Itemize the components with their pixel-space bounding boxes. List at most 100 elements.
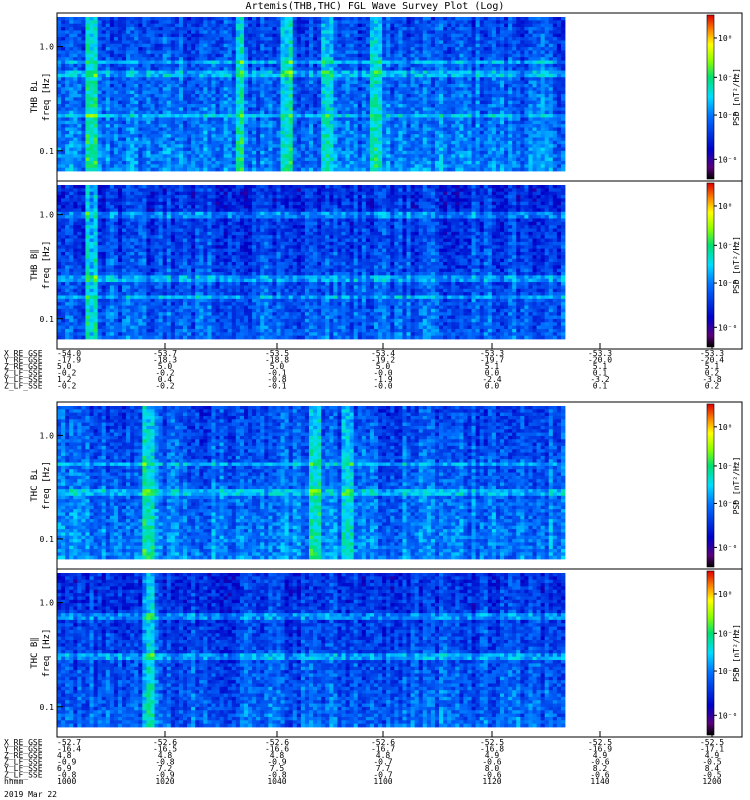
heatmap-cell [130, 131, 134, 135]
heatmap-cell [455, 84, 459, 88]
heatmap-cell [199, 44, 203, 48]
heatmap-cell [228, 148, 232, 152]
heatmap-cell [321, 77, 325, 81]
heatmap-cell [65, 121, 69, 125]
heatmap-cell [557, 121, 561, 125]
heatmap-cell [378, 54, 382, 58]
heatmap-cell [130, 104, 134, 108]
heatmap-cell [374, 144, 378, 148]
heatmap-cell [94, 107, 98, 111]
heatmap-cell [293, 40, 297, 44]
heatmap-cell [366, 117, 370, 121]
heatmap-cell [398, 101, 402, 105]
heatmap-cell [520, 17, 524, 21]
heatmap-cell [301, 54, 305, 58]
heatmap-cell [467, 24, 471, 28]
heatmap-cell [467, 121, 471, 125]
heatmap-cell [394, 148, 398, 152]
heatmap-cell [102, 24, 106, 28]
heatmap-cell [203, 61, 207, 65]
heatmap-cell [175, 71, 179, 75]
heatmap-cell [187, 114, 191, 118]
heatmap-cell [272, 17, 276, 21]
heatmap-cell [191, 44, 195, 48]
heatmap-cell [236, 94, 240, 98]
heatmap-cell [455, 111, 459, 115]
heatmap-cell [167, 47, 171, 51]
heatmap-cell [77, 148, 81, 152]
heatmap-cell [301, 101, 305, 105]
heatmap-cell [537, 64, 541, 68]
heatmap-cell [411, 61, 415, 65]
heatmap-cell [411, 77, 415, 81]
heatmap-cell [321, 64, 325, 68]
heatmap-cell [370, 67, 374, 71]
heatmap-cell [171, 54, 175, 58]
heatmap-cell [150, 27, 154, 31]
heatmap-cell [390, 148, 394, 152]
heatmap-cell [476, 121, 480, 125]
heatmap-cell [467, 74, 471, 78]
heatmap-cell [159, 24, 163, 28]
heatmap-cell [264, 111, 268, 115]
heatmap-cell [236, 117, 240, 121]
heatmap-cell [370, 104, 374, 108]
heatmap-cell [484, 127, 488, 131]
heatmap-cell [329, 87, 333, 91]
heatmap-cell [183, 17, 187, 21]
heatmap-cell [386, 74, 390, 78]
heatmap-cell [293, 144, 297, 148]
heatmap-cell [285, 131, 289, 135]
heatmap-cell [118, 121, 122, 125]
heatmap-cell [142, 77, 146, 81]
heatmap-cell [549, 91, 553, 95]
heatmap-cell [463, 91, 467, 95]
heatmap-cell [73, 117, 77, 121]
heatmap-cell [309, 124, 313, 128]
heatmap-cell [370, 77, 374, 81]
heatmap-cell [252, 71, 256, 75]
heatmap-cell [305, 40, 309, 44]
heatmap-cell [358, 71, 362, 75]
heatmap-cell [114, 91, 118, 95]
heatmap-cell [81, 77, 85, 81]
heatmap-cell [276, 111, 280, 115]
heatmap-cell [419, 61, 423, 65]
heatmap-cell [423, 101, 427, 105]
heatmap-cell [244, 114, 248, 118]
heatmap-cell [528, 87, 532, 91]
heatmap-cell [537, 67, 541, 71]
heatmap-cell [167, 87, 171, 91]
heatmap-cell [443, 50, 447, 54]
heatmap-cell [378, 30, 382, 34]
heatmap-cell [366, 94, 370, 98]
heatmap-cell [354, 117, 358, 121]
heatmap-cell [398, 20, 402, 24]
heatmap-cell [224, 34, 228, 38]
heatmap-cell [313, 91, 317, 95]
heatmap-cell [394, 117, 398, 121]
heatmap-cell [398, 117, 402, 121]
heatmap-cell [77, 101, 81, 105]
heatmap-cell [146, 67, 150, 71]
heatmap-cell [411, 148, 415, 152]
heatmap-cell [553, 24, 557, 28]
heatmap-cell [386, 141, 390, 145]
heatmap-cell [272, 104, 276, 108]
heatmap-cell [459, 81, 463, 85]
heatmap-cell [427, 54, 431, 58]
heatmap-cell [402, 61, 406, 65]
heatmap-cell [220, 74, 224, 78]
heatmap-cell [374, 67, 378, 71]
heatmap-cell [341, 84, 345, 88]
heatmap-cell [480, 44, 484, 48]
heatmap-cell [179, 131, 183, 135]
heatmap-cell [317, 57, 321, 61]
heatmap-cell [488, 57, 492, 61]
heatmap-cell [346, 111, 350, 115]
heatmap-cell [378, 131, 382, 135]
heatmap-cell [281, 40, 285, 44]
heatmap-cell [516, 81, 520, 85]
heatmap-cell [256, 81, 260, 85]
heatmap-cell [520, 148, 524, 152]
